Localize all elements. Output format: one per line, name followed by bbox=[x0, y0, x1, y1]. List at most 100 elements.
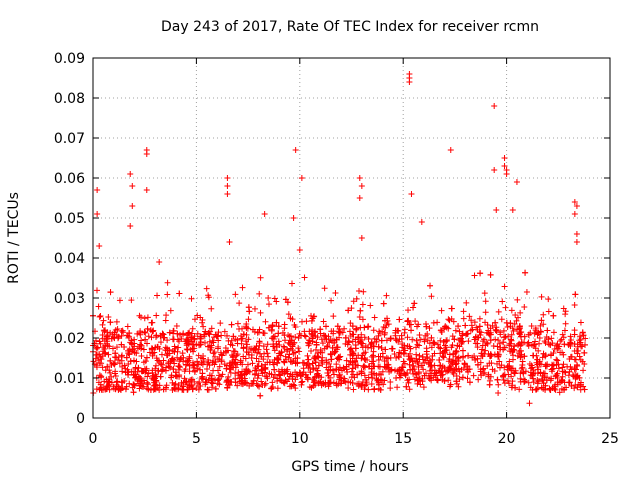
data-point bbox=[322, 333, 329, 340]
data-point bbox=[580, 332, 587, 339]
data-point bbox=[112, 354, 119, 361]
data-point bbox=[487, 353, 494, 360]
data-point bbox=[356, 287, 363, 294]
data-point bbox=[130, 381, 137, 388]
data-point bbox=[172, 372, 179, 379]
data-point bbox=[405, 307, 412, 314]
data-point bbox=[271, 347, 278, 354]
data-point bbox=[208, 375, 215, 382]
data-point bbox=[348, 345, 355, 352]
data-point bbox=[545, 296, 552, 303]
data-point bbox=[439, 353, 446, 360]
data-point bbox=[385, 361, 392, 368]
data-point bbox=[285, 339, 292, 346]
data-point bbox=[264, 341, 271, 348]
data-point bbox=[345, 307, 352, 314]
data-point bbox=[109, 345, 116, 352]
data-point bbox=[542, 361, 549, 368]
data-point bbox=[150, 372, 157, 379]
data-point bbox=[499, 298, 506, 305]
data-point bbox=[411, 300, 418, 307]
data-point bbox=[197, 366, 204, 373]
data-point bbox=[299, 318, 306, 325]
data-point bbox=[285, 332, 292, 339]
data-point bbox=[223, 332, 230, 339]
data-point bbox=[138, 337, 145, 344]
data-point bbox=[274, 359, 281, 366]
data-point bbox=[378, 344, 385, 351]
data-point bbox=[281, 370, 288, 377]
data-point bbox=[518, 365, 525, 372]
data-point bbox=[210, 350, 217, 357]
data-point bbox=[226, 239, 233, 245]
data-point bbox=[329, 367, 336, 374]
data-point bbox=[310, 383, 317, 390]
data-point bbox=[342, 379, 349, 386]
data-point bbox=[431, 370, 438, 377]
data-point bbox=[400, 358, 407, 365]
data-point bbox=[485, 371, 492, 378]
data-point bbox=[485, 329, 492, 336]
data-point bbox=[249, 326, 256, 333]
data-point bbox=[478, 350, 485, 357]
data-point bbox=[143, 367, 150, 374]
data-point bbox=[517, 329, 524, 336]
data-point bbox=[114, 325, 121, 332]
data-point bbox=[567, 353, 574, 360]
data-point bbox=[310, 376, 317, 383]
data-point bbox=[309, 315, 316, 322]
data-point bbox=[358, 355, 365, 362]
y-tick-label: 0.07 bbox=[54, 131, 85, 147]
data-point bbox=[571, 365, 578, 372]
data-point bbox=[142, 358, 149, 365]
data-point bbox=[460, 364, 467, 371]
data-point bbox=[221, 361, 228, 368]
data-point bbox=[540, 370, 547, 377]
data-point bbox=[555, 365, 562, 372]
data-point bbox=[450, 318, 457, 325]
data-point bbox=[145, 370, 152, 377]
data-point bbox=[581, 349, 588, 356]
data-point bbox=[280, 343, 287, 350]
data-point bbox=[105, 351, 112, 358]
data-point bbox=[265, 353, 272, 360]
data-point bbox=[409, 336, 416, 343]
data-point bbox=[194, 330, 201, 337]
data-point bbox=[491, 103, 498, 109]
data-point bbox=[552, 373, 559, 380]
data-point bbox=[406, 343, 413, 350]
data-point bbox=[340, 375, 347, 382]
data-point bbox=[131, 340, 138, 347]
data-point bbox=[107, 329, 114, 336]
data-point bbox=[517, 309, 524, 316]
data-point bbox=[292, 333, 299, 340]
data-point bbox=[154, 357, 161, 364]
data-point bbox=[456, 328, 463, 335]
data-point bbox=[160, 331, 167, 338]
data-point bbox=[317, 326, 324, 333]
data-point bbox=[471, 272, 478, 279]
data-point bbox=[498, 316, 505, 323]
data-point bbox=[468, 317, 475, 324]
data-point bbox=[345, 337, 352, 344]
data-point bbox=[492, 319, 499, 326]
data-point bbox=[508, 365, 515, 372]
data-point bbox=[136, 312, 143, 319]
data-point bbox=[306, 337, 313, 344]
data-point bbox=[534, 370, 541, 377]
data-point bbox=[209, 380, 216, 387]
data-point bbox=[500, 372, 507, 379]
data-point bbox=[518, 339, 525, 346]
data-point bbox=[581, 361, 588, 368]
data-point bbox=[262, 318, 269, 325]
data-point bbox=[502, 333, 509, 340]
data-point bbox=[230, 348, 237, 355]
data-point bbox=[358, 340, 365, 347]
data-point bbox=[445, 325, 452, 332]
data-point bbox=[354, 371, 361, 378]
data-point bbox=[327, 351, 334, 358]
data-point bbox=[224, 377, 231, 384]
data-point bbox=[572, 366, 579, 373]
data-point bbox=[392, 332, 399, 339]
data-point bbox=[406, 386, 413, 393]
